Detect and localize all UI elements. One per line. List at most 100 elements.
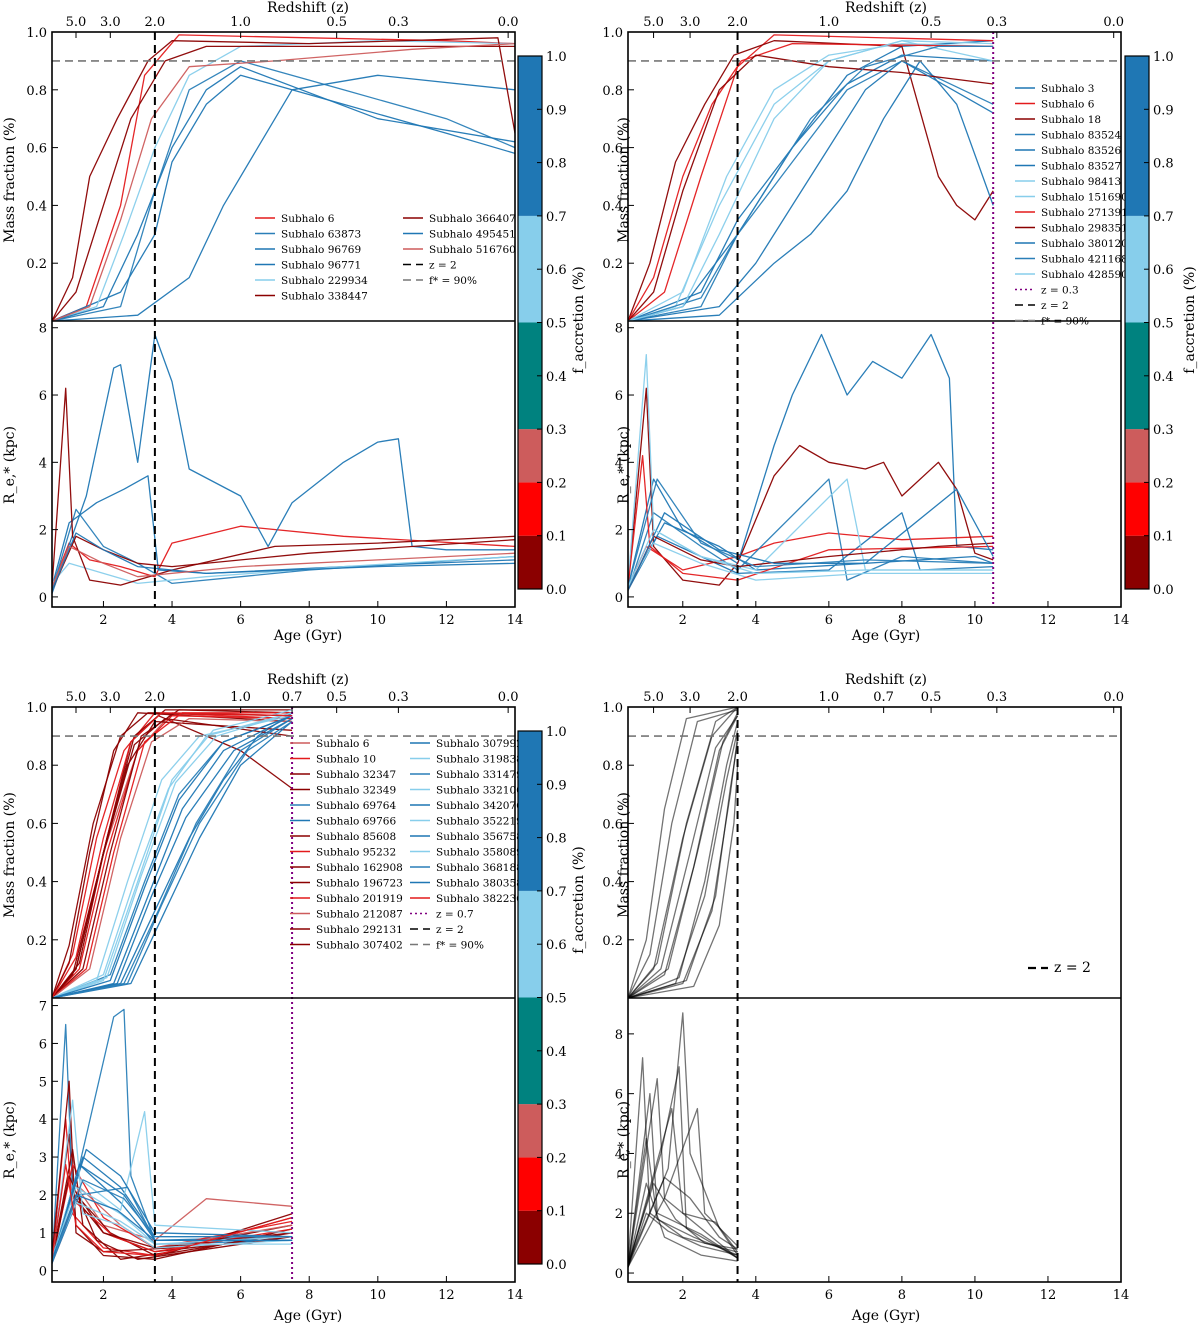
colorbar-tick-label: 0.1 <box>1153 530 1174 545</box>
mass-line-track-12 <box>628 707 738 999</box>
legend-label: Subhalo 6 <box>316 738 370 750</box>
legend-label: Subhalo 3 <box>1041 83 1094 95</box>
mass-line-subhalo-307992 <box>52 715 293 999</box>
x-tick-label: 2 <box>99 613 107 628</box>
z-tick-label: 5.0 <box>66 690 87 705</box>
legend-label: Subhalo 98413 <box>1041 176 1121 188</box>
mass-line-subhalo-298351 <box>628 54 994 322</box>
legend-label: Subhalo 83526 <box>1041 145 1121 157</box>
legend-label: Subhalo 162908 <box>316 862 403 874</box>
z-tick-label: 0.3 <box>986 690 1007 705</box>
z-tick-label: 2.0 <box>727 15 748 30</box>
re-line-track-7 <box>628 1066 738 1268</box>
colorbar-tick-label: 0.2 <box>1153 476 1174 491</box>
re-tick-label: 7 <box>39 1000 47 1015</box>
colorbar-tick-label: 0.3 <box>546 423 567 438</box>
legend-label: Subhalo 83527 <box>1041 161 1121 173</box>
x-tick-label: 14 <box>1113 1288 1130 1303</box>
legend-label: Subhalo 201919 <box>316 893 403 905</box>
legend-label: Subhalo 342076 <box>436 800 523 812</box>
x-tick-label: 8 <box>305 613 313 628</box>
colorbar-tick-label: 0.7 <box>1153 210 1174 225</box>
x-tick-label: 12 <box>1040 613 1057 628</box>
x-tick-label: 6 <box>236 613 244 628</box>
x-tick-label: 14 <box>507 613 524 628</box>
mass-tick-label: 0.6 <box>26 817 47 832</box>
z-tick-label: 1.0 <box>819 690 840 705</box>
mass-line-subhalo-83527 <box>628 54 994 322</box>
colorbar-tick-label: 0.8 <box>1153 157 1174 172</box>
x-tick-label: 10 <box>967 613 984 628</box>
mass-line-track-6 <box>628 765 739 999</box>
z-tick-label: 0.0 <box>1103 690 1124 705</box>
z-tick-label: 2.0 <box>727 690 748 705</box>
re-line-subhalo-96769 <box>52 333 515 594</box>
legend-label: Subhalo 69766 <box>316 816 396 828</box>
legend-label: Subhalo 380120 <box>1041 238 1128 250</box>
re-line-subhalo-229934 <box>52 555 515 585</box>
mass-line-subhalo-356758 <box>52 718 293 999</box>
mass-tick-label: 0.8 <box>602 759 623 774</box>
re-tick-label: 6 <box>39 389 47 404</box>
colorbar: 0.0 0.1 0.2 0.3 0.4 0.5 0.6 0.7 0.8 0.9 1.0 <box>1124 50 1174 598</box>
legend-label: Subhalo 96769 <box>281 244 361 256</box>
z-tick-label: 1.0 <box>230 690 251 705</box>
re-tick-label: 8 <box>615 322 623 337</box>
re-tick-label: 6 <box>615 389 623 404</box>
mass-line-subhalo-85608 <box>52 712 293 999</box>
panel-frame <box>51 706 516 1283</box>
legend-label: Subhalo 307402 <box>316 940 403 952</box>
re-line-track-11 <box>628 1176 738 1265</box>
mass-tick-label: 0.8 <box>26 759 47 774</box>
legend-label: Subhalo 366407 <box>429 213 516 225</box>
re-line-subhalo-428590 <box>628 528 994 588</box>
legend-label: z = 0.3 <box>1041 285 1079 297</box>
colorbar-tick-label: 0.1 <box>546 1205 567 1220</box>
re-tick-label: 6 <box>615 1088 623 1103</box>
re-line-subhalo-3 <box>628 333 994 587</box>
mass-tick-label: 0.2 <box>26 934 47 949</box>
mass-line-subhalo-6 <box>628 34 994 322</box>
legend-label: Subhalo 358089 <box>436 847 523 859</box>
legend-label: Subhalo 516760 <box>429 244 516 256</box>
mass-tick-label: 1.0 <box>26 701 47 716</box>
mass-tick-label: 0.4 <box>26 876 47 891</box>
legend-label: Subhalo 356758 <box>436 831 523 843</box>
re-line-subhalo-18 <box>628 387 994 587</box>
colorbar-tick-label: 0.9 <box>1153 103 1174 118</box>
x-tick-label: 12 <box>438 1288 455 1303</box>
colorbar-tick-label: 0.0 <box>1153 583 1174 598</box>
mass-line-subhalo-495451 <box>52 66 515 322</box>
z-tick-label: 0.5 <box>326 690 347 705</box>
plot-area <box>628 32 1121 607</box>
top-left-mass-label: Mass fraction (%) <box>2 117 18 243</box>
re-line-subhalo-358089 <box>52 1186 293 1260</box>
mass-line-subhalo-380358 <box>52 715 293 999</box>
mass-line-subhalo-516760 <box>52 42 515 322</box>
re-tick-label: 2 <box>615 1207 623 1222</box>
colorbar-tick-label: 0.1 <box>546 530 567 545</box>
x-tick-label: 14 <box>507 1288 524 1303</box>
x-tick-label: 6 <box>825 613 833 628</box>
re-tick-label: 4 <box>615 456 623 471</box>
colorbar-tick-label: 0.5 <box>1153 317 1174 332</box>
mass-line-subhalo-10 <box>52 712 293 999</box>
x-tick-label: 10 <box>370 1288 387 1303</box>
x-tick-label: 12 <box>1040 1288 1057 1303</box>
z-tick-label: 3.0 <box>680 690 701 705</box>
legend-label: Subhalo 96771 <box>281 260 361 272</box>
re-line-subhalo-6 <box>52 525 515 588</box>
colorbar-segment <box>1125 56 1149 216</box>
mass-line-subhalo-201919 <box>52 712 293 999</box>
legend-label: f* = 90% <box>429 275 477 287</box>
legend-label: z = 2 <box>429 260 457 272</box>
colorbar-segment <box>518 1210 542 1264</box>
re-tick-label: 4 <box>615 1147 623 1162</box>
colorbar-tick-label: 1.0 <box>546 725 567 740</box>
mass-line-track-10 <box>628 715 739 999</box>
mass-line-track-5 <box>628 709 738 999</box>
x-tick-label: 4 <box>752 613 760 628</box>
z-tick-label: 0.0 <box>498 690 519 705</box>
panel-bottom-left: 2 4 6 8 10 12 145.0 3.0 2.0 1.0 0.7 0.5 0.3 0.00.20.4… <box>26 690 566 1303</box>
x-tick-label: 2 <box>679 1288 687 1303</box>
